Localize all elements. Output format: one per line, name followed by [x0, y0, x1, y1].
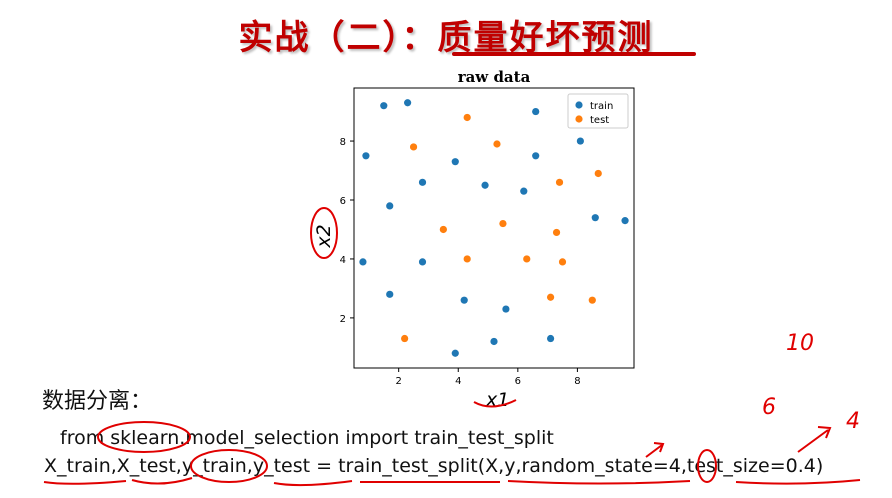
data-point-train [532, 107, 540, 116]
data-point-train [380, 102, 388, 110]
note-ten: 10 [786, 331, 814, 356]
y-tick-label: 2 [340, 314, 346, 325]
data-point-train [359, 258, 367, 266]
data-point-train [532, 152, 540, 160]
x-tick-label: 2 [395, 376, 401, 387]
note-six: 6 [762, 395, 776, 420]
y-axis-label: x2 [313, 224, 335, 248]
data-point-train [481, 181, 489, 189]
slide-title: 实战（二）：质量好坏预测 [239, 10, 654, 59]
data-point-test [463, 255, 471, 263]
data-point-test [546, 293, 555, 301]
data-point-train [386, 290, 394, 298]
data-point-test [594, 169, 602, 178]
slide-title-highlight: 质量好坏预测 [437, 18, 654, 58]
note-four: 4 [846, 409, 860, 434]
data-point-test [588, 296, 596, 304]
data-point-train [502, 305, 510, 313]
y-tick-label: 8 [340, 137, 346, 148]
data-point-train [418, 178, 427, 186]
data-point-train [520, 187, 528, 195]
xtest-underline [131, 477, 193, 485]
data-point-train [451, 158, 459, 166]
data-point-test [558, 258, 567, 266]
data-point-test [463, 113, 471, 122]
ytest-underline [273, 480, 353, 487]
arrow-icon [797, 426, 832, 453]
code-line-split: X_train,X_test,y_train,y_test = train_te… [44, 455, 824, 477]
data-point-test [523, 255, 531, 263]
args-underline [507, 480, 691, 485]
x-tick-label: 6 [515, 376, 521, 387]
data-point-train [386, 202, 394, 210]
data-point-train [451, 349, 459, 357]
data-point-train [404, 99, 412, 107]
data-point-train [546, 334, 555, 343]
data-point-test [555, 178, 564, 186]
data-point-train [591, 214, 599, 222]
data-point-test [401, 334, 409, 343]
data-point-test [409, 143, 418, 151]
data-point-train [418, 258, 427, 266]
data-point-train [576, 137, 584, 145]
y-tick-label: 4 [340, 255, 346, 266]
scatter-chart: raw data 2 4 6 8 2 4 6 8 x1 x2 train test [313, 68, 635, 406]
section-label: 数据分离： [42, 389, 153, 414]
slide-title-wrap: 实战（二）：质量好坏预测 [0, 10, 892, 59]
legend-label-test: test [590, 115, 609, 126]
x-tick-label: 8 [574, 376, 580, 387]
data-point-train [460, 296, 468, 304]
chart-title: raw data [458, 68, 531, 86]
x-axis-label: x1 [485, 389, 509, 406]
plot-frame [353, 87, 635, 369]
data-point-train [621, 217, 629, 225]
data-point-test [552, 228, 561, 237]
data-point-test [499, 219, 507, 228]
data-point-test [493, 140, 501, 148]
x-tick-label: 4 [455, 376, 461, 387]
legend-label-train: train [590, 101, 613, 112]
y-tick-label: 6 [340, 196, 346, 207]
code-line-import: from sklearn.model_selection import trai… [60, 427, 554, 449]
data-point-train [362, 152, 370, 160]
legend-box [567, 93, 629, 129]
title-underline [452, 52, 696, 56]
legend-marker-train [575, 101, 583, 109]
legend-marker-test [575, 115, 583, 123]
xtrain-underline [43, 480, 127, 485]
slide-title-prefix: 实战（二）： [238, 18, 438, 58]
data-point-train [490, 337, 498, 346]
data-point-test [439, 225, 447, 234]
test-size-underline [735, 479, 861, 485]
